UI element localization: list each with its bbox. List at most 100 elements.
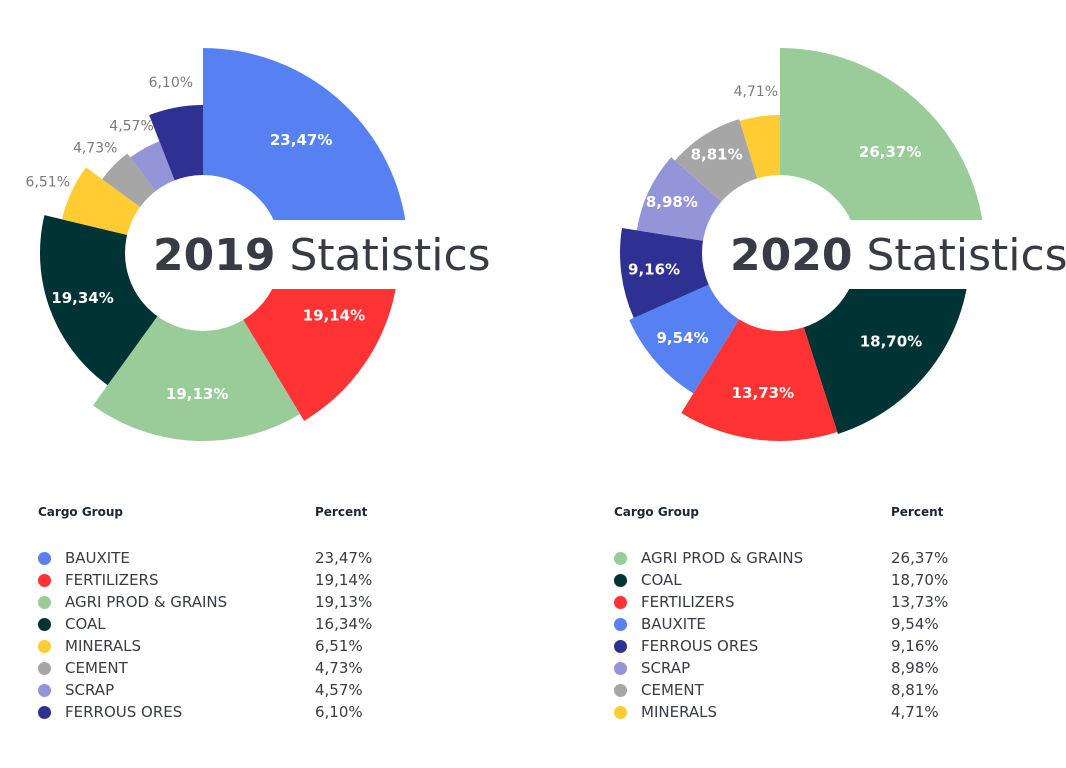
legend-color-dot-icon [614, 639, 627, 653]
legend-row: AGRI PROD & GRAINS 26,37% [614, 547, 974, 569]
legend-rows: BAUXITE 23,47% FERTILIZERS 19,14% AGRI PROD … [38, 547, 398, 723]
pie-chart-2019: 23,47% 19,14% 19,13% 19,34% 6,51% 4,73% 4,57% 6… [26, 48, 503, 441]
legend-row: MINERALS 6,51% [38, 635, 398, 657]
legend-cargo-name: CEMENT [65, 659, 128, 677]
legend-cargo-name: SCRAP [65, 681, 115, 699]
legend-row: BAUXITE 23,47% [38, 547, 398, 569]
legend-color-dot-icon [38, 617, 51, 631]
donut-hole [702, 175, 858, 331]
legend-percent: 26,37% [891, 549, 949, 567]
legend-color-dot-icon [38, 595, 51, 609]
legend-percent: 18,70% [891, 571, 949, 589]
legend-cargo-name: COAL [641, 571, 682, 589]
legend-cargo-name: COAL [65, 615, 106, 633]
slice-data-label: 9,54% [656, 329, 708, 347]
slice-data-label: 23,47% [270, 131, 332, 149]
chart-title: 2019 Statistics [153, 230, 491, 281]
legend-row: CEMENT 4,73% [38, 657, 398, 679]
legend-row: CEMENT 8,81% [614, 679, 974, 701]
legend-table-2019: Cargo Group Percent BAUXITE 23,47% FERTILI… [38, 505, 398, 723]
legend-cargo-name: FERTILIZERS [641, 593, 735, 611]
legend-cargo-name: FERROUS ORES [65, 703, 183, 721]
legend-percent: 8,81% [891, 681, 939, 699]
legend-rows: AGRI PROD & GRAINS 26,37% COAL 18,70% FERTIL… [614, 547, 974, 723]
legend-percent: 4,71% [891, 703, 939, 721]
legend-color-dot-icon [38, 573, 51, 587]
legend-cargo-name: AGRI PROD & GRAINS [65, 593, 228, 611]
legend-row: COAL 16,34% [38, 613, 398, 635]
slice-data-label: 4,57% [109, 119, 153, 135]
legend-row: FERTILIZERS 13,73% [614, 591, 974, 613]
slice-data-label: 19,34% [51, 289, 113, 307]
slice-data-label: 4,71% [734, 84, 778, 100]
legend-color-dot-icon [614, 573, 627, 587]
column-header-percent: Percent [891, 505, 944, 519]
slice-data-label: 6,51% [26, 174, 70, 190]
legend-cargo-name: AGRI PROD & GRAINS [641, 549, 804, 567]
legend-table-2020: Cargo Group Percent AGRI PROD & GRAINS 26… [614, 505, 974, 723]
legend-row: FERTILIZERS 19,14% [38, 569, 398, 591]
chart-title-year: 2019 [153, 230, 275, 281]
pie-slice-agri-prod-grains [92, 253, 300, 441]
legend-cargo-name: MINERALS [641, 703, 718, 721]
chart-title-year: 2020 [730, 230, 852, 281]
legend-percent: 9,54% [891, 615, 939, 633]
column-header-cargo-group: Cargo Group [614, 505, 699, 519]
slice-data-label: 9,16% [628, 261, 680, 279]
slice-data-label: 19,13% [166, 385, 228, 403]
legend-color-dot-icon [614, 705, 627, 719]
slice-data-label: 19,14% [303, 306, 365, 324]
donut-hole [125, 175, 281, 331]
legend-color-dot-icon [38, 705, 51, 719]
legend-color-dot-icon [614, 551, 627, 565]
legend-percent: 4,57% [315, 681, 363, 699]
legend-cargo-name: FERROUS ORES [641, 637, 759, 655]
slice-data-label: 8,81% [691, 146, 743, 164]
legend-color-dot-icon [614, 661, 627, 675]
legend-cargo-name: MINERALS [65, 637, 142, 655]
legend-percent: 13,73% [891, 593, 949, 611]
legend-row: SCRAP 8,98% [614, 657, 974, 679]
legend-color-dot-icon [614, 595, 627, 609]
legend-color-dot-icon [38, 683, 51, 697]
chart-title-text: Statistics [275, 230, 490, 281]
legend-percent: 6,51% [315, 637, 363, 655]
legend-percent: 8,98% [891, 659, 939, 677]
legend-row: AGRI PROD & GRAINS 19,13% [38, 591, 398, 613]
slice-data-label: 18,70% [860, 333, 922, 351]
legend-percent: 9,16% [891, 637, 939, 655]
legend-color-dot-icon [38, 639, 51, 653]
chart-title-text: Statistics [852, 230, 1066, 281]
legend-percent: 23,47% [315, 549, 373, 567]
pie-slice-fertilizers [681, 253, 838, 441]
slice-data-label: 13,73% [732, 384, 794, 402]
legend-percent: 6,10% [315, 703, 363, 721]
legend-cargo-name: BAUXITE [65, 549, 130, 567]
legend-color-dot-icon [38, 661, 51, 675]
column-header-cargo-group: Cargo Group [38, 505, 123, 519]
slice-data-label: 4,73% [73, 140, 117, 156]
chart-title: 2020 Statistics [730, 230, 1066, 281]
legend-cargo-name: FERTILIZERS [65, 571, 159, 589]
legend-header: Cargo Group Percent [38, 505, 398, 525]
legend-percent: 19,14% [315, 571, 373, 589]
legend-cargo-name: BAUXITE [641, 615, 706, 633]
pie-chart-2020: 26,37% 18,70% 13,73% 9,54% 9,16% 8,98% 8,81% 4,… [620, 48, 1066, 441]
column-header-percent: Percent [315, 505, 368, 519]
legend-percent: 16,34% [315, 615, 373, 633]
legend-color-dot-icon [38, 551, 51, 565]
legend-color-dot-icon [614, 617, 627, 631]
slice-data-label: 8,98% [646, 193, 698, 211]
legend-row: FERROUS ORES 6,10% [38, 701, 398, 723]
legend-header: Cargo Group Percent [614, 505, 974, 525]
legend-row: SCRAP 4,57% [38, 679, 398, 701]
legend-row: MINERALS 4,71% [614, 701, 974, 723]
legend-row: FERROUS ORES 9,16% [614, 635, 974, 657]
legend-percent: 4,73% [315, 659, 363, 677]
legend-color-dot-icon [614, 683, 627, 697]
legend-percent: 19,13% [315, 593, 373, 611]
slice-data-label: 26,37% [859, 143, 921, 161]
legend-row: BAUXITE 9,54% [614, 613, 974, 635]
legend-cargo-name: CEMENT [641, 681, 704, 699]
legend-cargo-name: SCRAP [641, 659, 691, 677]
